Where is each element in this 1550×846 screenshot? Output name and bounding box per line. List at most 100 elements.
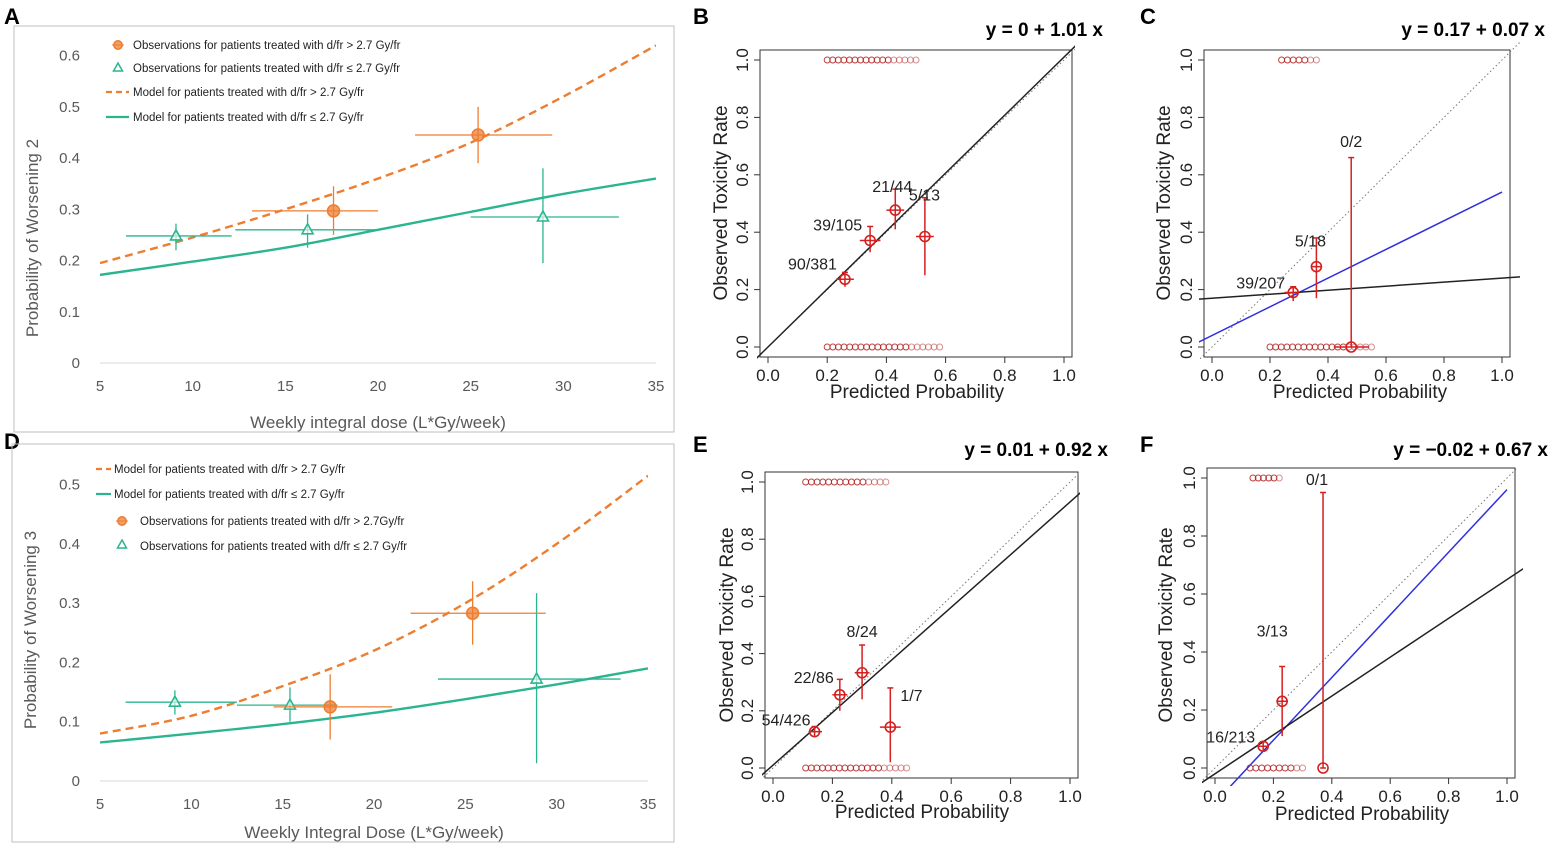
observation-high-marker	[323, 700, 337, 714]
calibration-point-marker	[839, 273, 851, 286]
panel-d-chart: 5 10 15 20 25 30 35 0 0.1 0.2 0.3 0.4 0.5 Model for …	[11, 443, 675, 843]
x-tick-label: 0.4	[880, 787, 904, 806]
event-rug-marker	[1270, 474, 1278, 482]
legend-entry-model-low: Model for patients treated with d/fr ≤ 2…	[114, 489, 345, 501]
nonevent-rug-marker	[1311, 343, 1319, 351]
y-tick-label: 0.6	[1180, 582, 1199, 606]
x-tick-label: 1.0	[1490, 366, 1514, 385]
event-rug-marker	[1301, 56, 1309, 64]
event-rug-marker	[847, 478, 855, 486]
calibration-regression-line	[1199, 276, 1520, 300]
nonevent-rug-marker	[913, 343, 921, 351]
observation-high-marker	[326, 204, 341, 218]
nonevent-rug-marker	[851, 343, 859, 351]
nonevent-rug-marker	[841, 764, 849, 772]
event-rug-marker	[865, 478, 873, 486]
nonevent-rug-marker	[1305, 343, 1313, 351]
nonevent-rug-marker	[1283, 343, 1291, 351]
y-tick-label: 0.2	[1180, 698, 1199, 722]
nonevent-rug-marker	[919, 343, 927, 351]
calibration-point-label: 16/213	[1206, 729, 1255, 746]
panel-letter-a: A	[4, 4, 20, 29]
legend-entry-obs-low: Observations for patients treated with d…	[133, 63, 400, 75]
observation-low-marker	[300, 222, 315, 235]
event-rug-marker	[819, 478, 827, 486]
calibration-point-marker	[856, 666, 868, 679]
nonevent-rug-marker	[903, 764, 911, 772]
event-rug-marker	[1312, 56, 1320, 64]
model-curve-high-dose-per-fraction	[100, 44, 656, 265]
x-tick-label: 0.8	[1437, 787, 1461, 806]
event-rug-marker	[807, 478, 815, 486]
y-tick-label: 0.3	[59, 201, 80, 218]
y-tick-label: 0.1	[59, 714, 80, 731]
nonevent-rug-marker	[1293, 764, 1301, 772]
y-tick-label: 0.6	[738, 585, 757, 609]
nonevent-rug-marker	[835, 764, 843, 772]
y-tick-label: 0.0	[733, 335, 752, 359]
ideal-calibration-line	[757, 48, 1075, 359]
event-rug-marker	[1295, 56, 1303, 64]
panel-a-frame	[13, 25, 675, 433]
y-tick-label: 0.2	[1177, 278, 1196, 302]
nonevent-rug-marker	[847, 764, 855, 772]
calibration-point-label: 54/426	[762, 713, 811, 730]
nonevent-rug-marker	[802, 764, 810, 772]
nonevent-rug-marker	[908, 343, 916, 351]
nonevent-rug-marker	[834, 343, 842, 351]
legend-entry-model-high: Model for patients treated with d/fr > 2…	[114, 464, 345, 476]
nonevent-rug-marker	[1287, 764, 1295, 772]
nonevent-rug-marker	[807, 764, 815, 772]
y-tick-label: 0.2	[738, 699, 757, 723]
nonevent-rug-marker	[891, 764, 899, 772]
y-tick-label: 0.5	[59, 477, 80, 494]
y-tick-label: 1.0	[1180, 466, 1199, 490]
event-rug-marker	[859, 478, 867, 486]
nonevent-rug-marker	[819, 764, 826, 772]
x-tick-label: 0.0	[1200, 366, 1224, 385]
nonevent-rug-marker	[1289, 343, 1297, 351]
calibration-point-label: 5/13	[909, 188, 940, 205]
nonevent-rug-marker	[823, 343, 831, 351]
y-tick-label: 1.0	[733, 48, 752, 72]
calibration-point-label: 3/13	[1257, 623, 1288, 640]
nonevent-rug-marker	[858, 764, 866, 772]
calibration-point-label: 21/44	[872, 179, 912, 196]
plot-frame	[764, 471, 1079, 779]
calibration-point-label: 22/86	[794, 670, 834, 687]
calibration-point-marker	[884, 721, 897, 733]
x-tick-label: 35	[648, 378, 665, 395]
panel-a-legend: Observations for patients treated with d…	[106, 40, 401, 124]
nonevent-rug-marker	[880, 764, 888, 772]
event-rug-marker	[882, 478, 890, 486]
nonevent-rug-marker	[886, 764, 894, 772]
panel-b-equation: y = 0 + 1.01 x	[986, 20, 1104, 41]
event-rug-marker	[1289, 56, 1297, 64]
event-rug-marker	[853, 478, 861, 486]
nonevent-rug-marker	[885, 343, 893, 351]
nonevent-rug-marker	[897, 764, 905, 772]
legend-marker-obs-low	[112, 61, 124, 72]
nonevent-rug-marker	[930, 343, 938, 351]
smoothed-calibration-curve	[1199, 191, 1503, 343]
calibration-point-marker	[889, 204, 902, 216]
calibration-regression-line	[762, 492, 1080, 776]
plot-frame	[1203, 49, 1511, 358]
y-tick-label: 0.4	[1180, 640, 1199, 664]
x-tick-label: 0.2	[821, 787, 845, 806]
y-tick-label: 0.6	[1177, 163, 1196, 187]
nonevent-rug-marker	[846, 343, 854, 351]
panel-e-chart: y = 0.01 + 0.92 x 0.0 0.2 0.4 0.6 0.8 1.0 0.0 0…	[717, 440, 1108, 823]
legend-entry-model-high: Model for patients treated with d/fr > 2…	[133, 87, 364, 99]
nonevent-rug-marker	[852, 764, 860, 772]
x-tick-label: 20	[366, 796, 383, 813]
x-tick-label: 30	[555, 378, 572, 395]
x-tick-label: 35	[640, 796, 657, 813]
x-tick-label: 0.0	[1203, 787, 1227, 806]
y-tick-label: 0.2	[733, 278, 752, 302]
event-rug-marker	[1307, 56, 1315, 64]
panel-letter-d: D	[4, 429, 20, 454]
calibration-regression-line	[1202, 567, 1523, 784]
panel-letter-c: C	[1140, 4, 1156, 29]
calibration-point-marker	[1345, 341, 1357, 353]
